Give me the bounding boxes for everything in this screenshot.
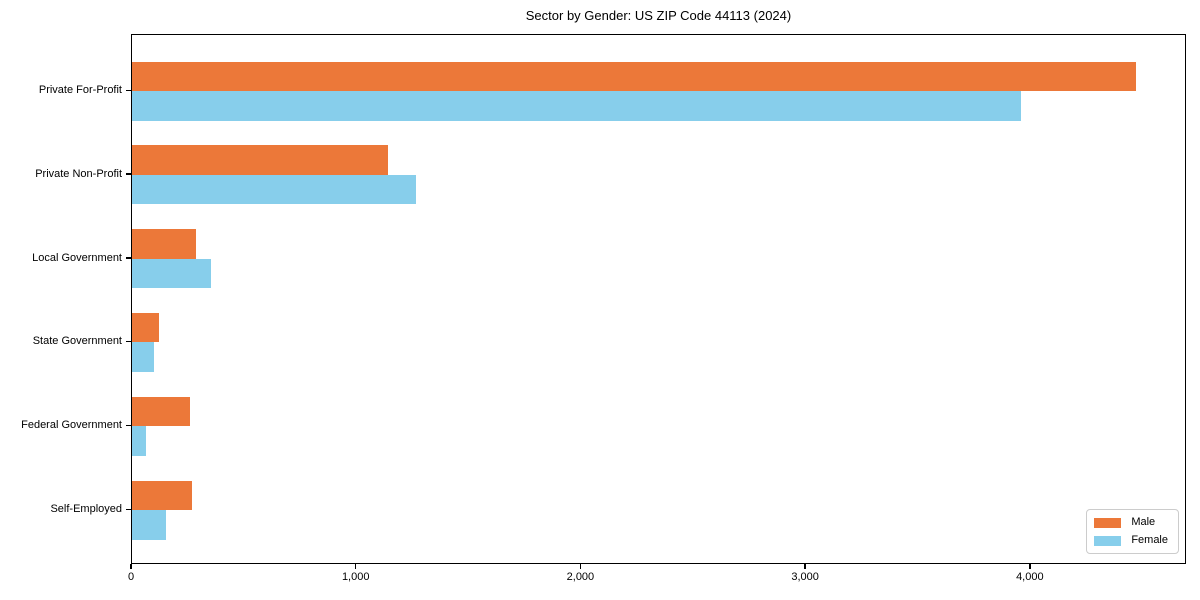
y-tick-mark — [126, 173, 131, 175]
y-tick-mark — [126, 424, 131, 427]
bar-male-6 — [132, 480, 192, 510]
bar-female-4 — [132, 342, 154, 372]
y-tick-label: Self-Employed — [50, 503, 122, 515]
x-tick-mark — [804, 564, 806, 569]
x-tick-mark — [1029, 564, 1031, 569]
bar-female-6 — [132, 510, 166, 540]
y-tick-mark — [126, 340, 131, 343]
bar-male-2 — [132, 145, 389, 175]
plot-area: Male Female — [131, 34, 1186, 564]
bar-male-1 — [132, 61, 1137, 91]
x-tick-label: 4,000 — [1016, 571, 1044, 583]
y-tick-mark — [126, 89, 131, 91]
x-tick-label: 0 — [127, 571, 135, 583]
bar-female-5 — [132, 426, 146, 456]
y-tick-label: Private Non-Profit — [35, 167, 122, 180]
x-tick-label: 1,000 — [341, 571, 370, 583]
bar-female-1 — [132, 91, 1021, 121]
y-tick-mark — [126, 257, 131, 259]
chart-title: Sector by Gender: US ZIP Code 44113 (202… — [525, 8, 792, 23]
y-tick-label: Federal Government — [21, 419, 122, 432]
y-tick-label: State Government — [32, 335, 122, 348]
legend-label-female: Female — [1131, 534, 1168, 546]
legend-row-male: Male — [1094, 516, 1168, 529]
x-tick-mark — [579, 564, 582, 569]
x-tick-mark — [130, 564, 132, 569]
bar-female-3 — [132, 258, 211, 289]
x-tick-label: 2,000 — [566, 571, 595, 583]
bar-female-2 — [132, 174, 417, 205]
bar-male-3 — [132, 229, 196, 259]
y-tick-mark — [126, 508, 131, 510]
legend-label-male: Male — [1131, 516, 1156, 528]
x-tick-mark — [354, 564, 357, 569]
legend-swatch-male — [1094, 517, 1122, 528]
legend: Male Female — [1086, 509, 1179, 554]
y-tick-label: Local Government — [32, 251, 122, 264]
bar-male-4 — [132, 312, 159, 343]
legend-row-female: Female — [1094, 534, 1168, 547]
bar-male-5 — [132, 396, 191, 427]
y-tick-label: Private For-Profit — [38, 84, 122, 96]
legend-swatch-female — [1094, 535, 1122, 546]
x-tick-label: 3,000 — [791, 571, 819, 583]
